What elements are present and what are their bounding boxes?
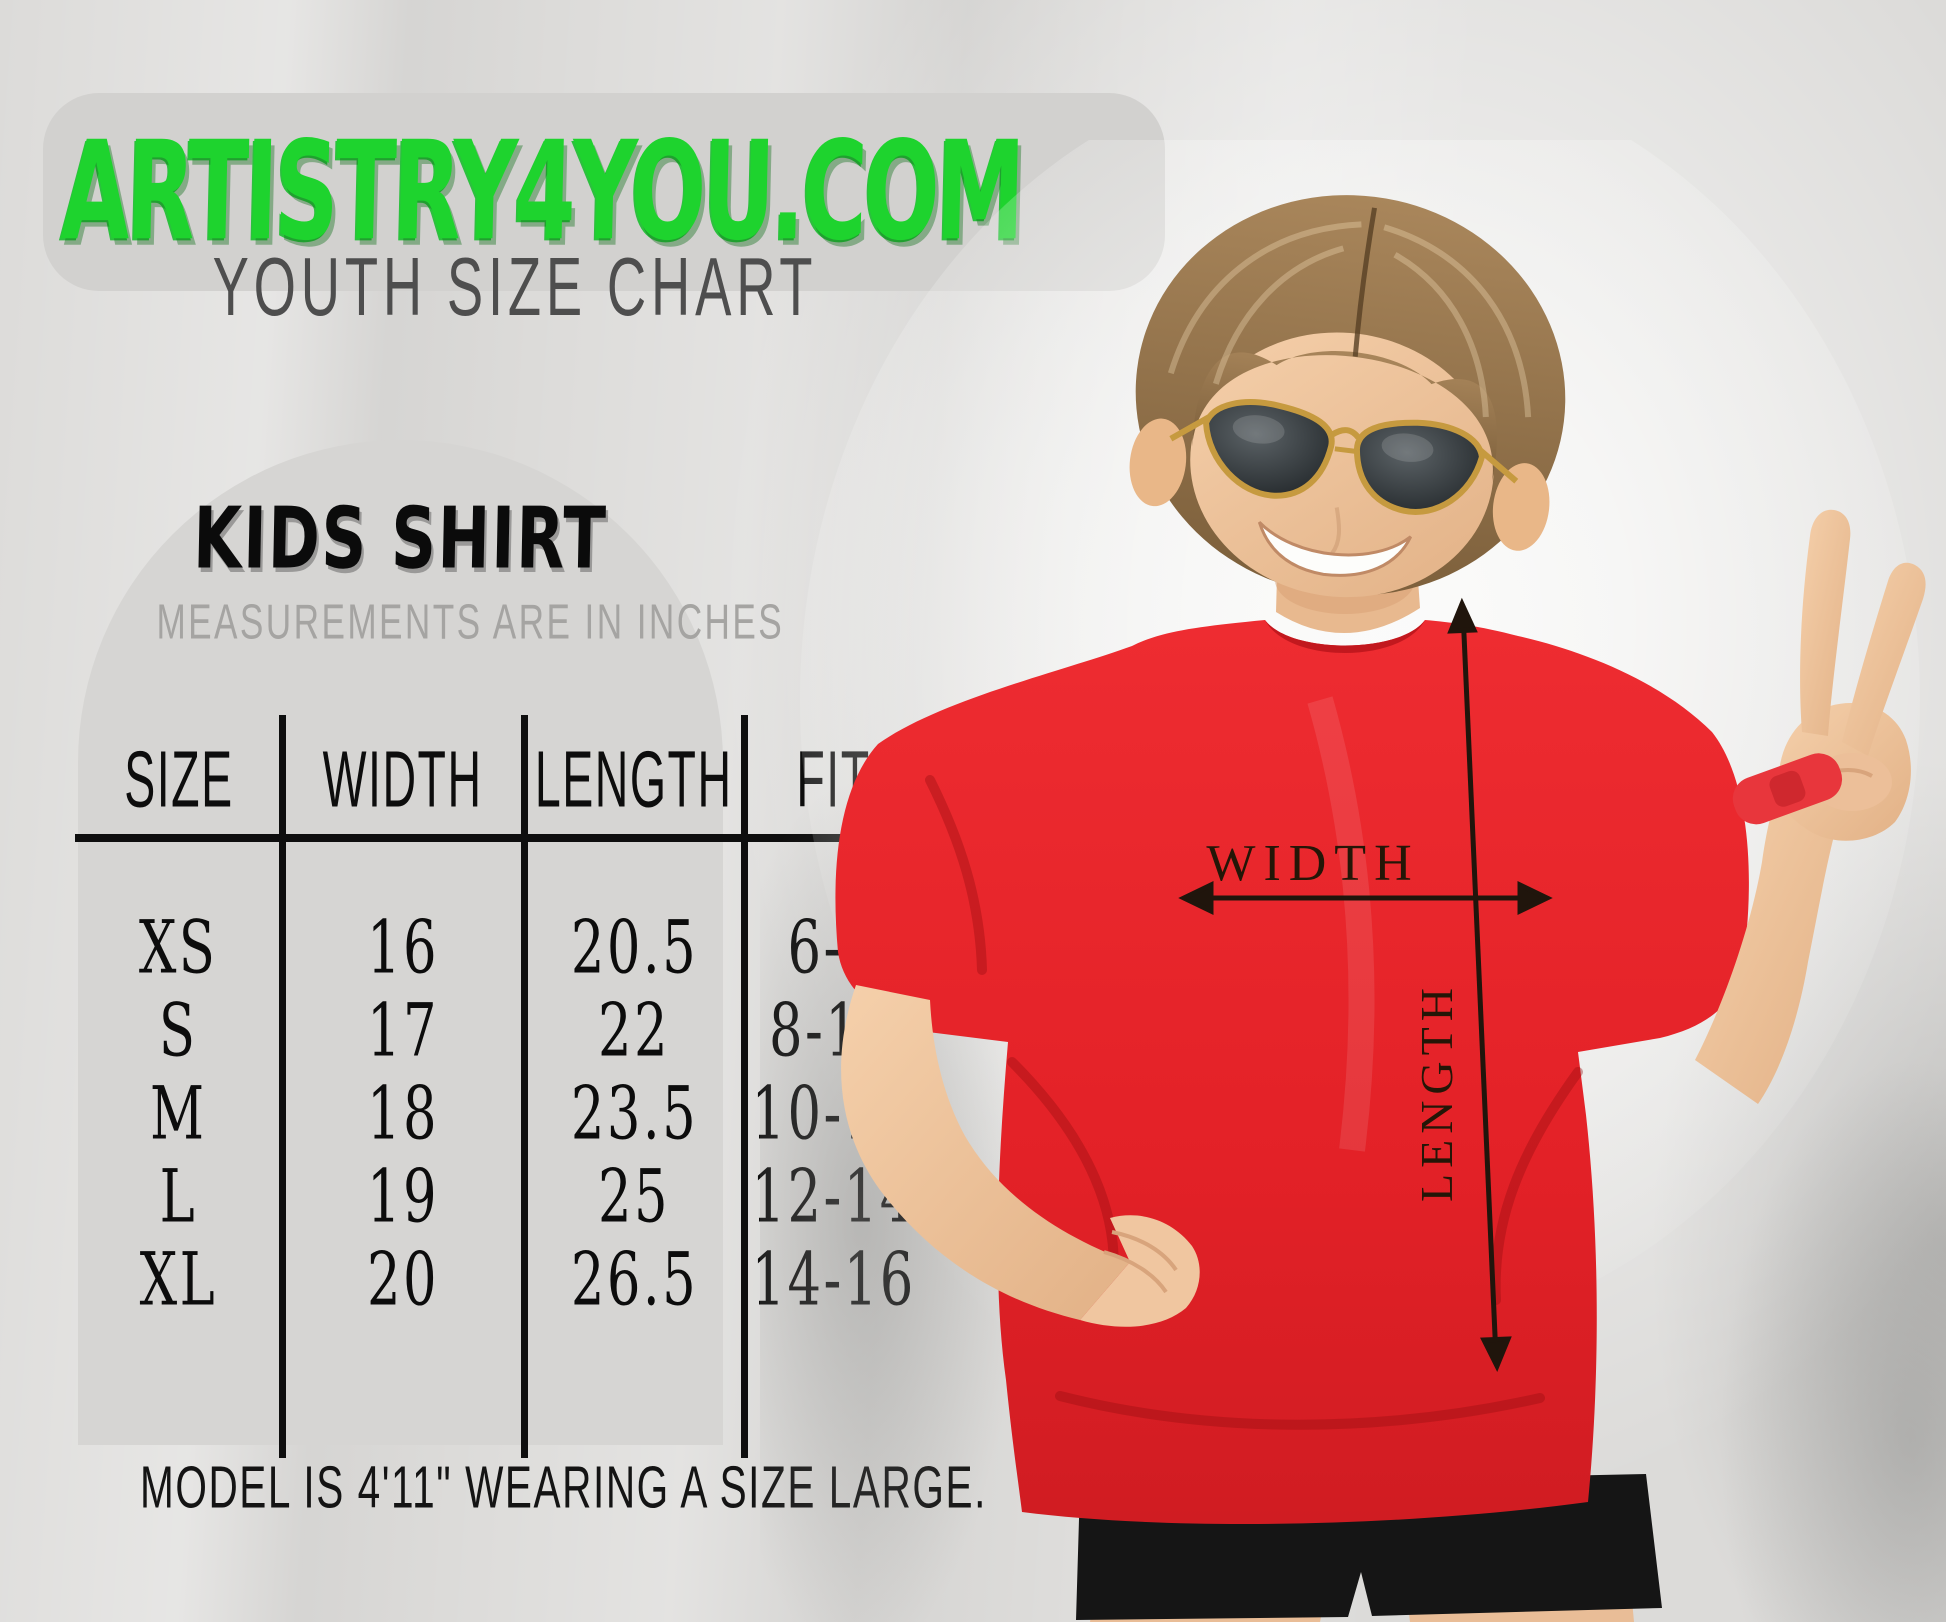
collar	[1265, 620, 1425, 653]
aviator-sunglasses-icon	[1169, 399, 1519, 515]
column-divider	[521, 715, 528, 1458]
panel-title: KIDS SHIRT	[192, 489, 609, 588]
length-arrow	[1460, 611, 1499, 1359]
column-divider	[279, 715, 286, 1458]
shirt-highlight	[1307, 696, 1375, 1152]
header-size: SIZE	[123, 735, 234, 825]
panel-title-wrap: KIDS SHIRT	[78, 489, 723, 588]
size-panel-arch	[78, 440, 723, 1445]
red-watch	[1732, 753, 1843, 825]
cell-width: 16	[366, 905, 439, 990]
model-photo: WIDTH LENGTH	[760, 140, 1946, 1622]
smile	[1257, 521, 1413, 577]
cell-length: 20.5	[570, 905, 698, 990]
cell-size: XS	[139, 905, 218, 990]
header-length: LENGTH	[535, 735, 733, 825]
cell-length: 23.5	[570, 1071, 698, 1156]
cell-width: 17	[366, 988, 439, 1073]
column-divider	[741, 715, 748, 1458]
ear	[1492, 463, 1550, 551]
cell-size: XL	[139, 1237, 218, 1322]
cell-length: 22	[597, 988, 670, 1073]
nose	[1330, 507, 1342, 555]
hair-front	[1192, 351, 1498, 484]
length-annotation-label: LENGTH	[1411, 982, 1462, 1202]
cell-size: M	[150, 1071, 207, 1156]
width-annotation-label: WIDTH	[1206, 835, 1419, 892]
hand-on-hip	[1080, 1215, 1200, 1327]
page-title: YOUTH SIZE CHART	[212, 240, 818, 334]
hair-part	[1352, 207, 1377, 357]
middle-finger	[1842, 562, 1926, 756]
cell-size: S	[159, 988, 198, 1073]
cell-width: 18	[366, 1071, 439, 1156]
header-width: WIDTH	[323, 735, 483, 825]
cell-size: L	[159, 1154, 198, 1239]
index-finger	[1800, 509, 1851, 736]
peace-sign-hand	[1695, 509, 1926, 1104]
arm-on-hip	[841, 985, 1200, 1327]
header-divider	[75, 834, 921, 842]
page-title-wrap: YOUTH SIZE CHART	[75, 241, 955, 334]
cell-length: 26.5	[570, 1237, 698, 1322]
panel-subtitle: MEASUREMENTS ARE IN INCHES	[156, 595, 785, 650]
cell-length: 25	[597, 1154, 670, 1239]
hair-strands	[1167, 221, 1532, 418]
cell-width: 20	[366, 1237, 439, 1322]
measurement-annotations: WIDTH LENGTH	[1178, 597, 1553, 1373]
cell-width: 19	[366, 1154, 439, 1239]
backdrop-shadow	[1720, 1060, 1946, 1622]
panel-subtitle-wrap: MEASUREMENTS ARE IN INCHES	[78, 595, 781, 650]
model-head	[1129, 195, 1566, 598]
